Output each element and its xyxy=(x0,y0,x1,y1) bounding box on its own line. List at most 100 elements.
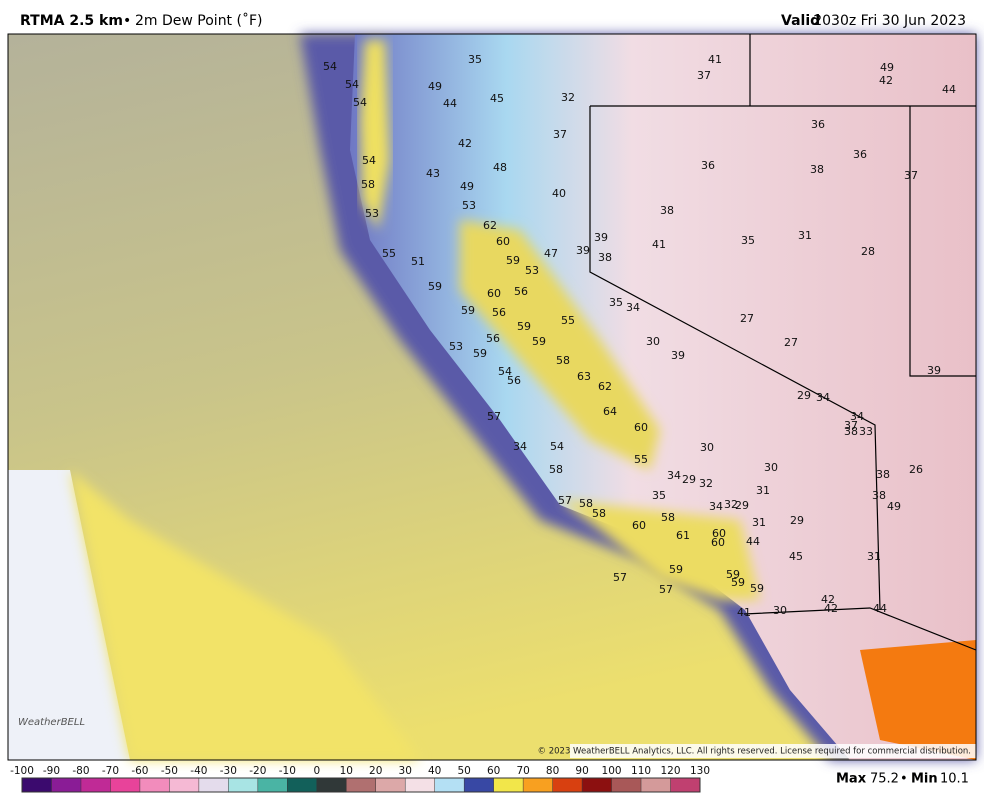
station-value: 60 xyxy=(632,519,646,532)
station-value: 37 xyxy=(553,128,567,141)
colorbar-tick-label: 110 xyxy=(631,765,651,777)
ocean-edge xyxy=(8,470,130,760)
station-value: 49 xyxy=(880,61,894,74)
colorbar-tick-label: 0 xyxy=(313,765,320,777)
separator: • xyxy=(123,13,131,29)
station-value: 51 xyxy=(411,255,425,268)
colorbar-tick-label: 10 xyxy=(340,765,353,777)
logo: WeatherBELL xyxy=(18,717,85,728)
colorbar-segment xyxy=(670,778,700,792)
station-value: 60 xyxy=(487,287,501,300)
station-value: 56 xyxy=(492,306,506,319)
station-value: 42 xyxy=(821,593,835,606)
station-value: 38 xyxy=(810,163,824,176)
colorbar-segment xyxy=(375,778,406,792)
colorbar-tick-label: 20 xyxy=(369,765,382,777)
colorbar-segment xyxy=(257,778,288,792)
colorbar-tick-label: -80 xyxy=(72,765,89,777)
colorbar-tick-label: 60 xyxy=(487,765,500,777)
station-value: 30 xyxy=(773,604,787,617)
station-value: 36 xyxy=(853,148,867,161)
station-value: 35 xyxy=(468,53,482,66)
colorbar-tick-label: 90 xyxy=(575,765,588,777)
subtitle: 2m Dew Point (˚F) xyxy=(135,12,262,29)
station-value: 33 xyxy=(859,425,873,438)
valid-label: Valid xyxy=(781,13,820,29)
copyright: © 2023 WeatherBELL Analytics, LLC. All r… xyxy=(538,747,971,757)
station-value: 34 xyxy=(709,500,723,513)
station-value: 34 xyxy=(850,410,864,423)
station-value: 56 xyxy=(507,374,521,387)
colorbar-segment xyxy=(139,778,170,792)
copyright-bg xyxy=(570,744,976,758)
station-value: 57 xyxy=(613,571,627,584)
station-value: 60 xyxy=(496,235,510,248)
station-value: 55 xyxy=(561,314,575,327)
station-value: 38 xyxy=(844,425,858,438)
colorbar: -100 -90 -80 -70 -60 -50 -40 -30 -20 -10 0 10 20 30 40… xyxy=(10,765,710,793)
station-value: 29 xyxy=(790,514,804,527)
station-value: 43 xyxy=(426,167,440,180)
station-value: 34 xyxy=(816,391,830,404)
border xyxy=(589,106,881,611)
station-value: 56 xyxy=(514,285,528,298)
ocean-yellow xyxy=(70,470,420,760)
min-label: Min xyxy=(911,772,938,787)
station-value: 57 xyxy=(659,583,673,596)
station-value: 58 xyxy=(592,507,606,520)
station-value: 31 xyxy=(756,484,770,497)
colorbar-segment xyxy=(641,778,671,792)
station-value: 37 xyxy=(844,419,858,432)
station-value: 41 xyxy=(708,53,722,66)
station-value: 49 xyxy=(887,500,901,513)
station-value: 32 xyxy=(699,477,713,490)
stats: Max 75.2 • Min 10.1 xyxy=(836,772,969,787)
station-value: 54 xyxy=(498,365,512,378)
station-value: 63 xyxy=(577,370,591,383)
stats-sep: • xyxy=(900,772,908,787)
station-value: 59 xyxy=(428,280,442,293)
station-value: 60 xyxy=(711,536,725,549)
colorbar-tick-label: 80 xyxy=(546,765,559,777)
station-value: 42 xyxy=(458,137,472,150)
station-value: 37 xyxy=(697,69,711,82)
colorbar-tick-label: -10 xyxy=(279,765,296,777)
title: RTMA 2.5 km xyxy=(20,13,123,29)
colorbar-segment xyxy=(464,778,494,792)
station-value: 56 xyxy=(486,332,500,345)
north-coast xyxy=(360,40,390,230)
station-value: 35 xyxy=(609,296,623,309)
station-value: 44 xyxy=(873,602,887,615)
station-value: 58 xyxy=(361,178,375,191)
station-value: 59 xyxy=(726,568,740,581)
station-value: 44 xyxy=(443,97,457,110)
hot-area xyxy=(860,640,976,760)
station-value: 53 xyxy=(449,340,463,353)
station-value: 64 xyxy=(603,405,617,418)
station-value: 55 xyxy=(382,247,396,260)
station-value: 47 xyxy=(544,247,558,260)
station-value: 54 xyxy=(353,96,367,109)
colorbar-tick-label: 120 xyxy=(660,765,680,777)
station-value: 58 xyxy=(549,463,563,476)
colorbar-tick-label: 30 xyxy=(399,765,412,777)
colorbar-segment xyxy=(110,778,140,792)
station-value: 36 xyxy=(701,159,715,172)
station-value: 44 xyxy=(942,83,956,96)
colorbar-segment xyxy=(198,778,229,792)
station-value: 40 xyxy=(552,187,566,200)
station-value: 49 xyxy=(428,80,442,93)
station-value: 39 xyxy=(594,231,608,244)
station-value: 39 xyxy=(671,349,685,362)
station-value: 54 xyxy=(550,440,564,453)
station-value: 28 xyxy=(861,245,875,258)
min-value: 10.1 xyxy=(940,772,969,787)
station-value: 53 xyxy=(365,207,379,220)
colorbar-segment xyxy=(405,778,435,792)
station-value: 36 xyxy=(811,118,825,131)
station-value: 59 xyxy=(669,563,683,576)
station-value: 31 xyxy=(752,516,766,529)
station-value: 34 xyxy=(513,440,527,453)
station-value: 41 xyxy=(652,238,666,251)
